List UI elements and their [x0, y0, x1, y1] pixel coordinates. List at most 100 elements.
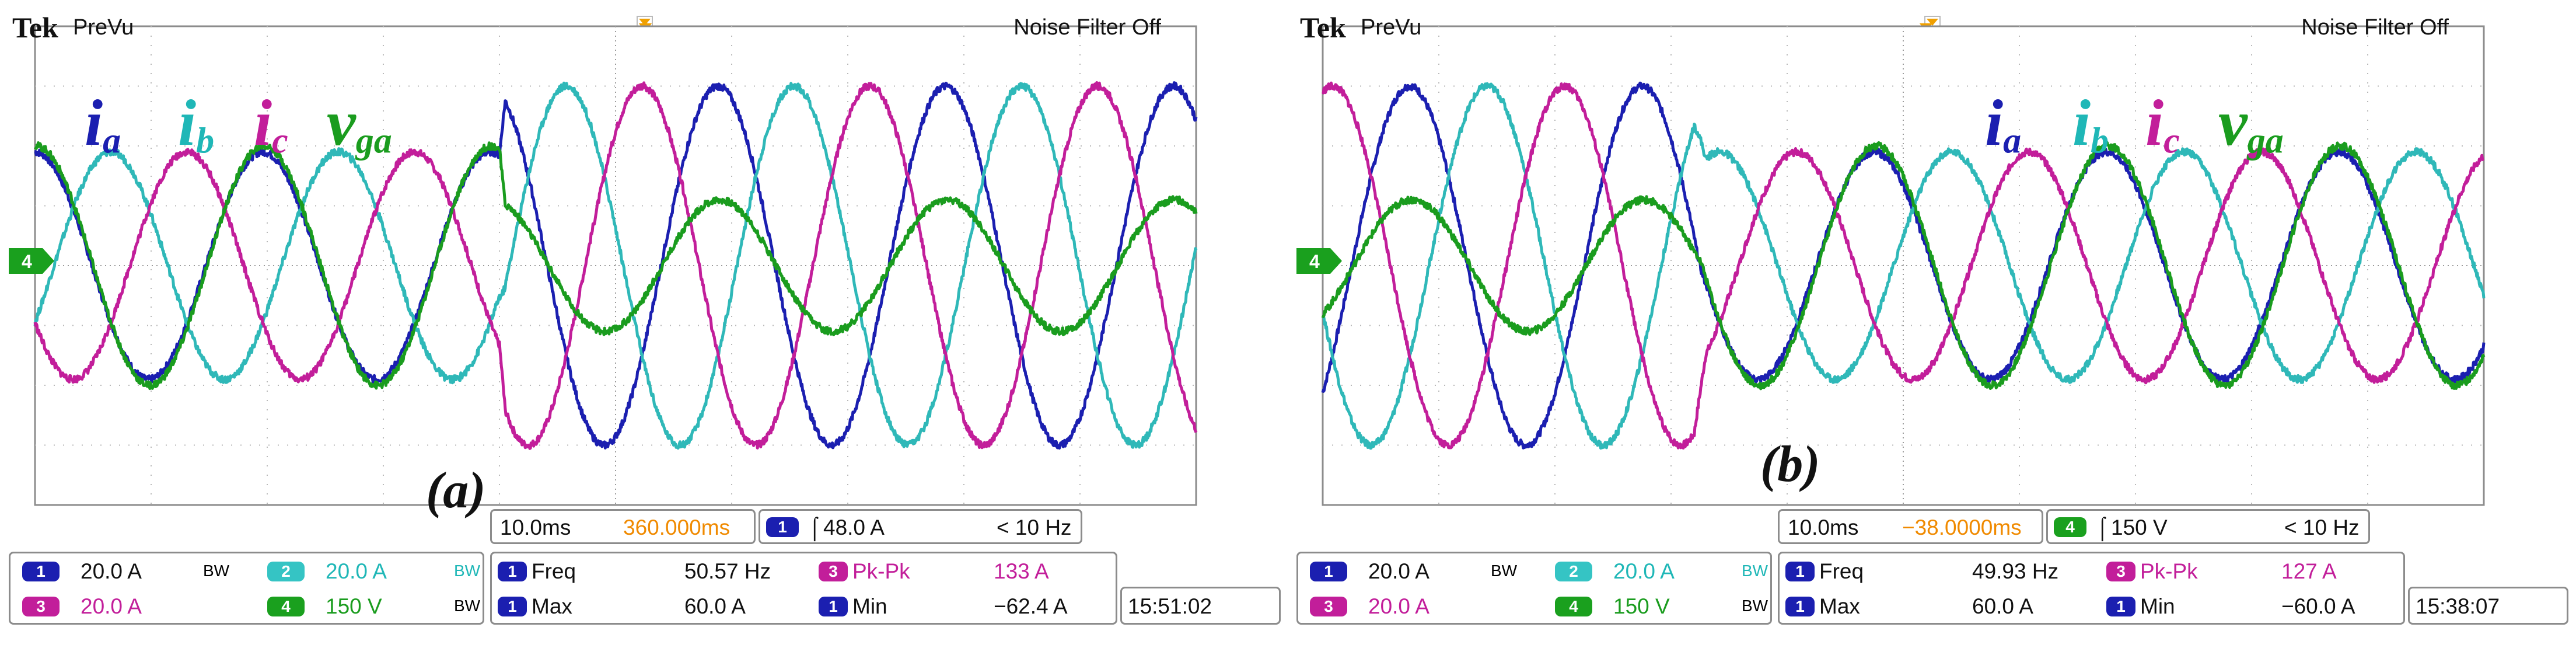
waveform-ia: [1321, 81, 2486, 450]
trigger-channel-badge: 1: [766, 517, 799, 537]
waveform-ib: [33, 81, 1198, 450]
channel-4-ground-marker: 4: [1296, 248, 1342, 274]
top-status-bar: Tek PreVu Noise Filter Off: [9, 0, 1284, 55]
channel-2-badge: 2: [267, 562, 305, 581]
channel-4-scale: 150 V: [326, 594, 382, 618]
trigger-readout[interactable]: 1 ⌠ 48.0 A < 10 Hz: [759, 509, 1082, 544]
channel-3-scale: 20.0 A: [81, 594, 142, 618]
noise-filter-status: Noise Filter Off: [1013, 15, 1161, 40]
trigger-frequency: < 10 Hz: [997, 515, 1072, 539]
acquisition-mode: PreVu: [73, 15, 134, 40]
channel-3-badge: 3: [22, 597, 60, 616]
meas-4-value: −62.4 A: [994, 594, 1068, 618]
meas-2-source: 3: [2106, 562, 2135, 581]
meas-2-name: Pk-Pk: [852, 559, 910, 583]
waveform-vga: [1321, 141, 2486, 391]
clock-display: 15:38:07: [2408, 587, 2568, 625]
timebase-value: 10.0ms: [1788, 515, 1859, 539]
waveform-display-b: 4: [1296, 16, 2486, 506]
waveform-ic: [33, 81, 1198, 450]
channel-4-badge: 4: [267, 597, 305, 616]
meas-3-source: 1: [498, 597, 527, 616]
channel-2-scale: 20.0 A: [1613, 559, 1675, 583]
channel-2-bw-limit: BW: [454, 562, 481, 580]
trigger-frequency: < 10 Hz: [2284, 515, 2360, 539]
channel-4-bw-limit: BW: [1742, 597, 1768, 615]
channel-1-bw-limit: BW: [1491, 562, 1518, 580]
channel-scale-panel[interactable]: 1 20.0 A BW 2 20.0 A BW 3 20.0 A 4 150 V…: [9, 552, 484, 625]
channel-1-bw-limit: BW: [203, 562, 230, 580]
trigger-readout[interactable]: 4 ⌠ 150 V < 10 Hz: [2046, 509, 2370, 544]
meas-4-value: −60.0 A: [2281, 594, 2355, 618]
noise-filter-status: Noise Filter Off: [2301, 15, 2449, 40]
measurement-panel[interactable]: 1 Freq 49.93 Hz 3 Pk-Pk 127 A 1 Max 60.0…: [1778, 552, 2405, 625]
waveform-ic: [1321, 81, 2485, 450]
brand-logo: Tek: [12, 11, 58, 44]
meas-1-name: Freq: [1819, 559, 1864, 583]
channel-scale-panel[interactable]: 1 20.0 A BW 2 20.0 A BW 3 20.0 A 4 150 V…: [1296, 552, 1772, 625]
brand-logo: Tek: [1300, 11, 1346, 44]
label-ib: ib: [2072, 87, 2109, 161]
meas-2-name: Pk-Pk: [2140, 559, 2198, 583]
meas-4-name: Min: [852, 594, 887, 618]
channel-4-badge: 4: [1555, 597, 1592, 616]
meas-3-name: Max: [1819, 594, 1860, 618]
channel-3-scale: 20.0 A: [1368, 594, 1429, 618]
clock-time: 15:51:02: [1128, 594, 1212, 618]
channel-4-scale: 150 V: [1613, 594, 1670, 618]
timebase-readout[interactable]: 10.0ms −38.0000ms: [1778, 509, 2043, 544]
ground-marker-label: 4: [22, 251, 32, 272]
meas-3-source: 1: [1785, 597, 1815, 616]
ground-marker-shape: [1296, 248, 1342, 274]
label-ia: ia: [1985, 87, 2022, 161]
timebase-value: 10.0ms: [500, 515, 571, 539]
channel-1-scale: 20.0 A: [1368, 559, 1429, 583]
meas-3-value: 60.0 A: [684, 594, 746, 618]
clock-display: 15:51:02: [1120, 587, 1281, 625]
delay-value: 360.000ms: [623, 515, 730, 539]
meas-1-value: 50.57 Hz: [684, 559, 771, 583]
waveform-ib: [1322, 82, 2486, 450]
channel-1-badge: 1: [1310, 562, 1347, 581]
channel-4-ground-marker: 4: [9, 248, 54, 274]
trigger-level: 150 V: [2111, 515, 2168, 539]
figure-tag-a: (a): [426, 462, 486, 519]
delay-value: −38.0000ms: [1902, 515, 2022, 539]
channel-1-scale: 20.0 A: [81, 559, 142, 583]
measurement-panel[interactable]: 1 Freq 50.57 Hz 3 Pk-Pk 133 A 1 Max 60.0…: [490, 552, 1117, 625]
meas-1-source: 1: [498, 562, 527, 581]
oscilloscope-b: 4 Tek PreVu Noise Filter Off ia ib ic vg…: [1296, 0, 2571, 648]
trigger-edge-icon: ⌠: [2096, 515, 2109, 539]
waveform-vga: [33, 141, 1198, 391]
trigger-point-icon: [639, 19, 651, 26]
label-ib: ib: [178, 87, 215, 161]
clock-time: 15:38:07: [2416, 594, 2500, 618]
ground-marker-label: 4: [1309, 251, 1320, 272]
channel-1-badge: 1: [22, 562, 60, 581]
waveform-display-a: 4: [9, 16, 1198, 506]
channel-3-badge: 3: [1310, 597, 1347, 616]
label-ic: ic: [254, 87, 288, 161]
meas-3-name: Max: [532, 594, 572, 618]
trigger-channel-badge: 4: [2054, 517, 2086, 537]
meas-4-source: 1: [2106, 597, 2135, 616]
channel-4-bw-limit: BW: [454, 597, 481, 615]
meas-2-source: 3: [819, 562, 848, 581]
label-vga: vga: [327, 87, 392, 161]
meas-1-name: Freq: [532, 559, 576, 583]
trigger-level: 48.0 A: [823, 515, 885, 539]
meas-4-name: Min: [2140, 594, 2175, 618]
trigger-point-icon: [1927, 19, 1938, 26]
label-ic: ic: [2145, 87, 2180, 161]
figure-tag-b: (b): [1760, 436, 1820, 493]
trigger-edge-icon: ⌠: [808, 515, 822, 539]
timebase-readout[interactable]: 10.0ms 360.000ms: [490, 509, 756, 544]
channel-2-badge: 2: [1555, 562, 1592, 581]
oscilloscope-a: 4 Tek PreVu Noise Filter Off ia ib ic vg…: [9, 0, 1284, 648]
channel-2-scale: 20.0 A: [326, 559, 387, 583]
meas-4-source: 1: [819, 597, 848, 616]
meas-1-source: 1: [1785, 562, 1815, 581]
meas-3-value: 60.0 A: [1972, 594, 2033, 618]
channel-2-bw-limit: BW: [1742, 562, 1768, 580]
top-status-bar: Tek PreVu Noise Filter Off: [1296, 0, 2571, 55]
